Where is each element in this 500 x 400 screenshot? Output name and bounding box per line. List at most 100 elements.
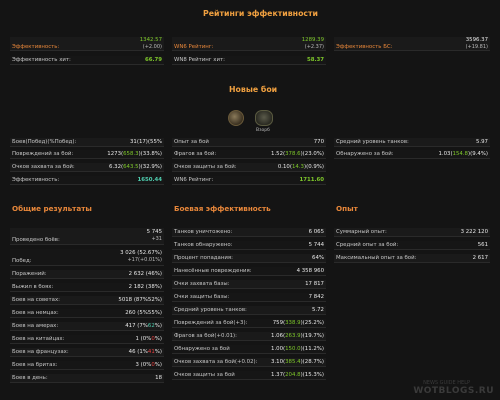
- row-value: 417 (7%62%): [125, 323, 162, 329]
- nb-row-avg-tier: Средний уровень танков: 5.97: [334, 138, 490, 147]
- combat-row-destroyed: Танков уничтожено: 6 065: [172, 228, 326, 237]
- row-label: Очков захвата за бой:: [12, 164, 75, 170]
- value-part: )(33.8%): [138, 151, 162, 157]
- row-value: 4 358 960: [296, 268, 324, 274]
- gen-row-uk: Боев на бритах: 3 (0%0%): [10, 361, 164, 370]
- row-label: Фрагов за бой(+0.01):: [174, 333, 237, 339]
- rating-delta: (+19.81): [465, 44, 488, 50]
- nb-row-damage: Повреждений за бой: 1273(658.3)(33.8%): [10, 150, 164, 159]
- combat-row-avg-tier: Средний уровень танков: 5.72: [172, 306, 326, 315]
- row-label: Эффективность:: [12, 177, 60, 183]
- value-part: )(32.9%): [138, 164, 162, 170]
- row-value: 64%: [312, 255, 324, 261]
- row-label: Боев на советах:: [12, 297, 60, 303]
- row-label: Побед:: [12, 258, 32, 264]
- row-value: 3 (0%0%): [136, 362, 162, 368]
- nb-row-defense: Очков защиты за бой: 0.10(14.3)(0.9%): [172, 163, 326, 172]
- page-title: Рейтинги эффективности: [203, 9, 319, 18]
- nb-row-wn6: WN6 Рейтинг: 1711.60: [172, 176, 326, 185]
- row-value: 2 617: [472, 255, 488, 261]
- nb-row-frags: Фрагов за бой: 1.52(378.6)(23.0%): [172, 150, 326, 159]
- value-part: )(11.2%): [300, 346, 324, 352]
- rating-row-wn6: WN6 Рейтинг: 1289.39 (+2.37): [172, 37, 326, 51]
- nb-row-capture: Очков захвата за бой: 6.32(643.5)(32.9%): [10, 163, 164, 172]
- row-label: Средний опыт за бой:: [336, 242, 399, 248]
- row-label: Выжил в боях:: [12, 284, 54, 290]
- row-label: Очков защиты за бой: [174, 372, 235, 378]
- row-label: Боев на французах:: [12, 349, 69, 355]
- combat-efficiency-title: Боевая эффективность: [174, 204, 271, 213]
- row-label: Нанесённые повреждения:: [174, 268, 252, 274]
- value-part: )(25.2%): [300, 320, 324, 326]
- rating-delta: (+2.00): [142, 44, 162, 50]
- value-highlight: 643.5: [123, 164, 139, 170]
- rating-value: 3596.37: [465, 37, 488, 43]
- row-label: Боев на амерах:: [12, 323, 59, 329]
- value-part: %): [154, 362, 162, 368]
- value-highlight: 658.3: [123, 151, 139, 157]
- value-highlight: 378.6: [285, 151, 301, 157]
- general-results-title: Общие результаты: [12, 204, 92, 213]
- value-part: )(23.0%): [300, 151, 324, 157]
- value-part: )(28.7%): [300, 359, 324, 365]
- rating-row-efficiency-hit: Эффективность хит: 66.79: [10, 56, 164, 65]
- row-value: 5.72: [311, 307, 324, 313]
- watermark-logo: WOTBLOGS.RU: [413, 386, 494, 396]
- value-part: 6.32(: [109, 164, 124, 170]
- rating-row-wn8-hit: WN8 Рейтинг хит: 58.37: [172, 56, 326, 65]
- row-value: 3.10(385.4)(28.7%): [271, 359, 324, 365]
- value-part: )(19.7%): [300, 333, 324, 339]
- row-label: Суммарный опыт:: [336, 229, 387, 235]
- row-label: Очки захвата базы:: [174, 281, 230, 287]
- value-part: 46 (1%: [128, 349, 148, 355]
- row-value: 3 222 120: [460, 229, 488, 235]
- row-value: 561: [477, 242, 488, 248]
- new-battles-title: Новые бои: [229, 85, 278, 94]
- row-sub: +17(+0.01%): [127, 257, 162, 263]
- rating-label: WN8 Рейтинг хит:: [174, 57, 225, 63]
- row-value: 1.06(263.9)(19.7%): [271, 333, 324, 339]
- row-value: 1711.60: [299, 177, 324, 183]
- value-part: 1273(: [107, 151, 124, 157]
- row-value: 6.32(643.5)(32.9%): [109, 164, 162, 170]
- row-value: 770: [313, 139, 324, 145]
- rating-value: 1289.39: [301, 37, 324, 43]
- row-label: WN6 Рейтинг:: [174, 177, 214, 183]
- row-label: Фрагов за бой:: [174, 151, 217, 157]
- value-highlight: 41: [147, 349, 155, 355]
- row-label: Боев в день:: [12, 375, 48, 381]
- rating-value: 66.79: [144, 57, 162, 63]
- combat-row-hit-rate: Процент попадания: 64%: [172, 254, 326, 263]
- value-highlight: 338.9: [285, 320, 301, 326]
- row-value: 5 745: [146, 229, 162, 235]
- emblem-icon: [255, 110, 273, 126]
- row-label: Обнаружено за бой:: [336, 151, 394, 157]
- row-value: 5.97: [475, 139, 488, 145]
- gen-row-ussr: Боев на советах: 5018 (87%52%): [10, 296, 164, 305]
- value-part: 1.52(: [271, 151, 286, 157]
- row-label: Танков обнаружено:: [174, 242, 233, 248]
- combat-row-dmg-per-battle: Повреждений за бой(+3): 759(338.9)(25.2%…: [172, 319, 326, 328]
- row-value: 0.10(14.3)(0.9%): [278, 164, 324, 170]
- rating-label: Эффективность БС:: [336, 44, 393, 50]
- rating-value: 58.37: [306, 57, 324, 63]
- row-value: 6 065: [308, 229, 324, 235]
- value-part: %): [154, 323, 162, 329]
- row-label: Боев на немцах:: [12, 310, 59, 316]
- row-value: 260 (5%55%): [125, 310, 162, 316]
- row-value: 1273(658.3)(33.8%): [107, 151, 162, 157]
- row-value: 1.00(150.0)(11.2%): [271, 346, 324, 352]
- value-part: %): [154, 349, 162, 355]
- value-highlight: 263.9: [285, 333, 301, 339]
- row-value: 759(338.9)(25.2%): [273, 320, 324, 326]
- row-label: Повреждений за бой:: [12, 151, 74, 157]
- row-label: Очков защиты за бой:: [174, 164, 237, 170]
- exp-row-max: Максимальный опыт за бой: 2 617: [334, 254, 490, 263]
- value-part: 3.10(: [271, 359, 286, 365]
- value-part: )(15.3%): [300, 372, 324, 378]
- row-sub: +31: [151, 236, 162, 242]
- row-value: 31(17)(55%: [129, 139, 162, 145]
- exp-row-avg: Средний опыт за бой: 561: [334, 241, 490, 250]
- row-label: Повреждений за бой(+3):: [174, 320, 248, 326]
- value-part: 1.00(: [271, 346, 286, 352]
